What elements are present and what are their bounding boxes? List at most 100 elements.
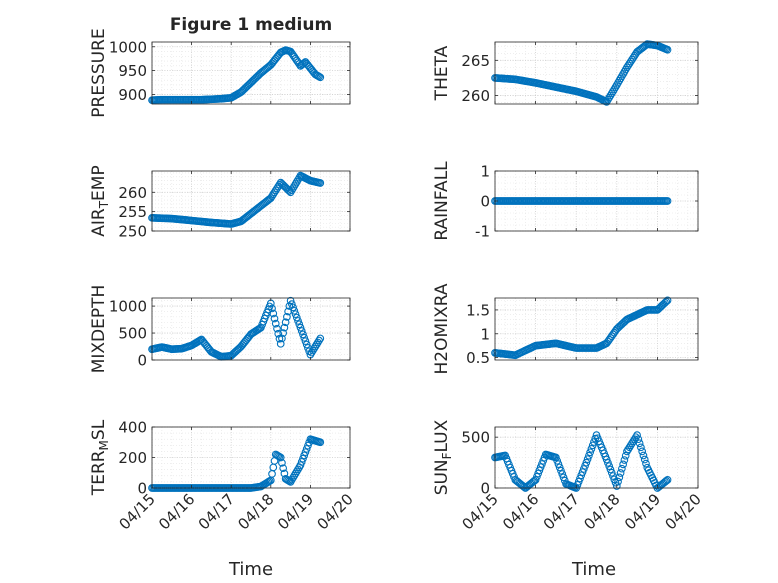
panel-rainfall: -1 0 1 RAINFALL bbox=[432, 161, 699, 241]
data-point bbox=[310, 344, 318, 353]
panel-h2omixra: 0.5 1 1.5 H2OMIXRA bbox=[432, 283, 699, 375]
data-point bbox=[619, 460, 627, 469]
y-tick-label: 0 bbox=[480, 480, 490, 498]
data-point bbox=[529, 478, 537, 486]
data-point bbox=[279, 329, 288, 337]
y-tick-label: 1000 bbox=[109, 38, 147, 56]
axes-box bbox=[151, 41, 351, 105]
data-point bbox=[276, 453, 285, 462]
data-point bbox=[638, 447, 647, 456]
y-tick-label: 400 bbox=[118, 419, 147, 437]
x-tick-label: 04/17 bbox=[195, 490, 238, 533]
y-tick-label: 260 bbox=[118, 184, 147, 202]
data-point bbox=[278, 458, 286, 467]
data-point bbox=[294, 317, 302, 325]
axes-box bbox=[151, 170, 351, 232]
data-point bbox=[299, 330, 307, 339]
data-point bbox=[289, 303, 297, 312]
x-tick-label: 04/20 bbox=[314, 490, 357, 533]
data-point bbox=[552, 453, 560, 462]
data-point bbox=[628, 55, 636, 64]
data-point bbox=[626, 441, 635, 450]
y-axis-label: H2OMIXRA bbox=[432, 283, 452, 374]
data-point bbox=[614, 477, 622, 486]
x-tick-label: 04/20 bbox=[662, 490, 705, 533]
data-point bbox=[630, 435, 639, 444]
data-point bbox=[520, 483, 529, 491]
y-axis-label: AIRTEMP bbox=[89, 165, 111, 236]
data-point bbox=[612, 482, 621, 490]
y-tick-label: 0 bbox=[137, 480, 147, 498]
data-point bbox=[316, 73, 325, 82]
data-point bbox=[300, 333, 309, 342]
data-point bbox=[625, 59, 634, 68]
data-point bbox=[640, 455, 649, 464]
data-point bbox=[530, 477, 539, 485]
x-tick-label: 04/18 bbox=[234, 490, 277, 533]
y-axis-label: THETA bbox=[432, 45, 452, 101]
data-point bbox=[587, 445, 596, 453]
data-point bbox=[620, 456, 629, 464]
data-point bbox=[629, 53, 638, 62]
data-point bbox=[610, 475, 619, 484]
data-point bbox=[268, 192, 276, 201]
data-point bbox=[635, 439, 644, 448]
panel-terr-msl: 020040004/1504/1604/1704/1804/1904/20TER… bbox=[89, 419, 357, 534]
data-point bbox=[554, 460, 563, 468]
y-axis-label: RAINFALL bbox=[432, 161, 452, 241]
data-point bbox=[662, 477, 671, 485]
data-point bbox=[588, 441, 597, 450]
data-point bbox=[633, 431, 641, 439]
data-point bbox=[623, 447, 631, 456]
data-point bbox=[273, 184, 281, 193]
axes-box bbox=[151, 297, 351, 361]
x-tick-label: 04/17 bbox=[540, 490, 583, 533]
data-point bbox=[316, 334, 325, 343]
data-point bbox=[316, 438, 325, 447]
y-tick-label: 500 bbox=[118, 325, 147, 343]
data-point bbox=[284, 186, 292, 194]
data-point bbox=[268, 304, 276, 313]
y-tick-label: 950 bbox=[118, 62, 147, 80]
x-tick-label: 04/16 bbox=[499, 490, 542, 533]
data-point bbox=[606, 465, 615, 474]
data-point bbox=[591, 434, 600, 443]
data-point bbox=[299, 60, 307, 68]
data-point bbox=[553, 456, 562, 465]
y-tick-label: 1.5 bbox=[466, 301, 490, 319]
y-tick-label: 260 bbox=[461, 87, 490, 105]
data-point bbox=[560, 476, 569, 485]
data-point bbox=[618, 464, 626, 473]
data-point bbox=[311, 342, 320, 351]
data-point bbox=[271, 319, 280, 328]
data-point bbox=[555, 463, 564, 472]
data-point bbox=[269, 309, 278, 318]
axes-box bbox=[494, 426, 699, 489]
data-point bbox=[279, 464, 288, 473]
data-point bbox=[615, 473, 624, 482]
data-point bbox=[302, 340, 311, 349]
y-tick-label: -1 bbox=[475, 223, 490, 241]
chart-title: Figure 1 medium bbox=[170, 15, 332, 35]
data-point bbox=[558, 470, 567, 478]
y-tick-label: 0 bbox=[137, 352, 147, 370]
data-point bbox=[625, 443, 634, 452]
data-point bbox=[283, 313, 291, 321]
data-point bbox=[312, 340, 321, 349]
data-point bbox=[278, 334, 286, 343]
x-tick-label: 04/16 bbox=[155, 490, 198, 533]
data-point bbox=[275, 334, 284, 343]
data-point bbox=[274, 329, 283, 338]
data-point bbox=[585, 451, 593, 460]
data-point bbox=[637, 443, 645, 452]
data-point bbox=[266, 194, 275, 202]
data-point bbox=[605, 462, 614, 470]
data-point bbox=[295, 320, 304, 329]
y-tick-label: 0.5 bbox=[466, 349, 490, 367]
data-point bbox=[630, 51, 639, 60]
